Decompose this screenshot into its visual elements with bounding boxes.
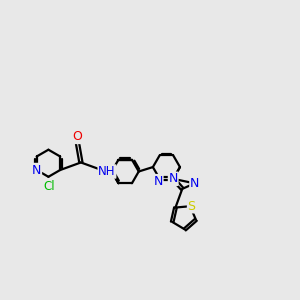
Text: N: N — [190, 177, 199, 190]
Text: N: N — [32, 164, 41, 176]
Text: N: N — [169, 172, 178, 185]
Text: O: O — [72, 130, 82, 143]
Text: N: N — [154, 175, 163, 188]
Text: S: S — [188, 200, 196, 213]
Text: Cl: Cl — [43, 180, 55, 193]
Text: NH: NH — [98, 165, 116, 178]
